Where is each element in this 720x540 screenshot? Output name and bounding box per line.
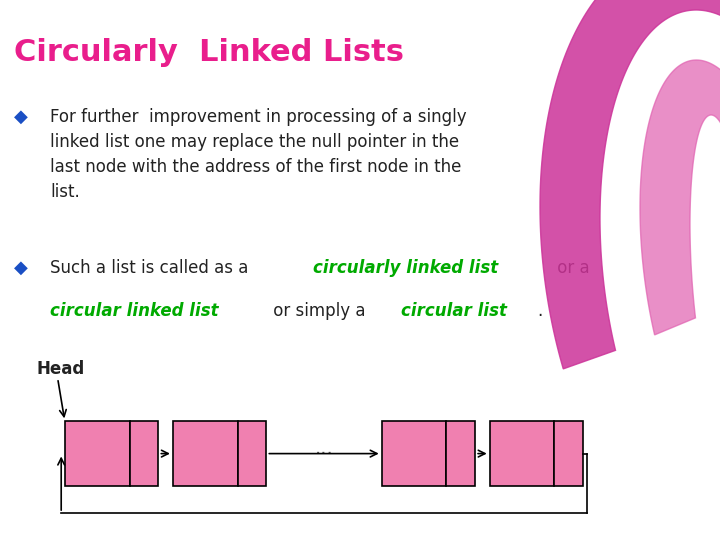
Text: Such a list is called as a: Such a list is called as a <box>50 259 254 277</box>
Polygon shape <box>540 0 720 369</box>
Text: or a: or a <box>552 259 590 277</box>
Text: circular linked list: circular linked list <box>50 302 219 320</box>
Text: .: . <box>537 302 543 320</box>
Bar <box>554 421 583 486</box>
Text: circularly linked list: circularly linked list <box>313 259 498 277</box>
Bar <box>65 421 130 486</box>
Bar <box>173 421 238 486</box>
Polygon shape <box>640 60 720 335</box>
Bar <box>130 421 158 486</box>
Text: For further  improvement in processing of a singly
linked list one may replace t: For further improvement in processing of… <box>50 108 467 201</box>
Text: or simply a: or simply a <box>268 302 371 320</box>
Text: ...: ... <box>315 438 333 458</box>
Text: Head: Head <box>36 360 84 378</box>
Text: circular list: circular list <box>400 302 507 320</box>
Text: ◆: ◆ <box>14 259 28 277</box>
Text: ◆: ◆ <box>14 108 28 126</box>
Bar <box>446 421 475 486</box>
Text: Circularly  Linked Lists: Circularly Linked Lists <box>14 38 405 67</box>
Bar <box>382 421 446 486</box>
Bar <box>238 421 266 486</box>
Bar <box>490 421 554 486</box>
